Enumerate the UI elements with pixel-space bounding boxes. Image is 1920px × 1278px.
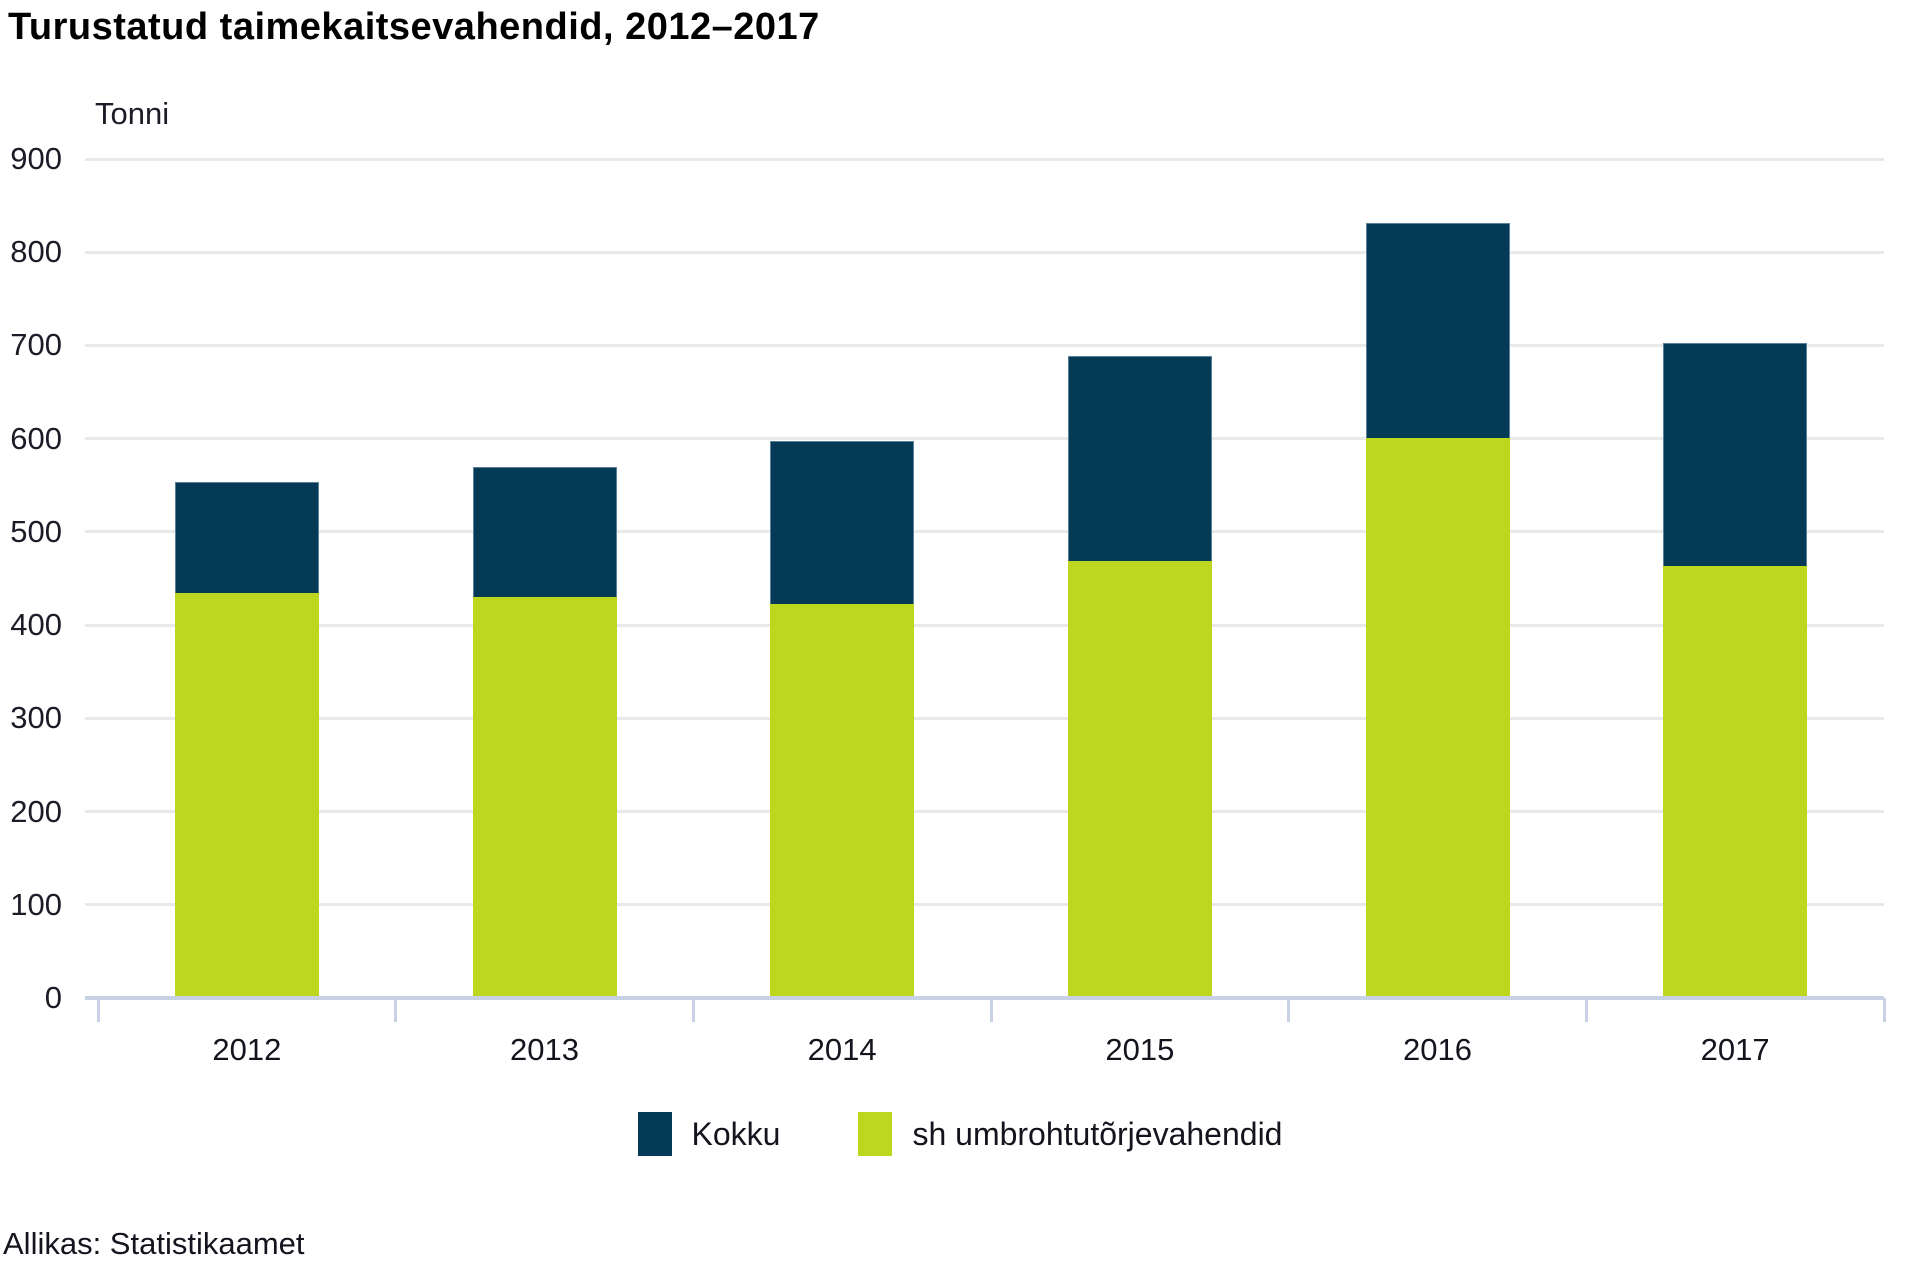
y-axis-label-900: 900 (10, 141, 62, 176)
legend-item-kokku: Kokku (637, 1112, 781, 1156)
y-axis-label-400: 400 (10, 607, 62, 643)
herbicides-swatch-icon (858, 1112, 893, 1156)
x-axis-tick (1287, 998, 1291, 1022)
x-axis-tick (394, 998, 398, 1022)
x-axis-label-2016: 2016 (1403, 1032, 1472, 1067)
y-axis-label-500: 500 (10, 513, 62, 549)
x-axis-tick (691, 998, 695, 1022)
bar-herbicides-2016 (1365, 437, 1510, 998)
plot-area: 0 100 200 300 400 500 600 700 800 900 2012 2013 2014… (10, 141, 1886, 1067)
x-axis-tick (1584, 998, 1588, 1022)
y-axis-label-0: 0 (44, 980, 62, 1015)
x-axis-label-2013: 2013 (510, 1032, 579, 1067)
bar-herbicides-2015 (1067, 560, 1212, 998)
y-axis-label-100: 100 (10, 886, 62, 922)
gridline-600 (85, 437, 1884, 441)
y-axis-label-800: 800 (10, 234, 62, 270)
x-axis-tick (96, 998, 100, 1022)
y-axis-label-200: 200 (10, 793, 62, 829)
kokku-swatch-icon (637, 1112, 672, 1156)
gridline-500 (85, 530, 1884, 534)
x-axis-tick (1882, 998, 1886, 1022)
bar-herbicides-2013 (472, 597, 617, 998)
gridline-200 (85, 810, 1884, 814)
bar-herbicides-2012 (174, 593, 319, 998)
x-axis-label-2012: 2012 (212, 1032, 282, 1067)
x-axis-tick (989, 998, 993, 1022)
chart-legend: Kokku sh umbrohtutõrjevahendid (0, 1112, 1920, 1156)
gridline-100 (85, 903, 1884, 907)
y-axis-label-300: 300 (10, 700, 62, 736)
x-axis-label-2015: 2015 (1105, 1032, 1175, 1067)
x-axis-label-2014: 2014 (807, 1032, 877, 1067)
gridline-800 (85, 250, 1884, 254)
y-axis-label-700: 700 (10, 327, 62, 363)
legend-label-kokku: Kokku (691, 1115, 781, 1152)
bar-herbicides-2014 (770, 603, 915, 998)
x-axis-label-2017: 2017 (1700, 1032, 1770, 1067)
gridline-300 (85, 716, 1884, 720)
source-note: Allikas: Statistikaamet (3, 1226, 305, 1261)
x-axis-line (85, 996, 1884, 1000)
gridline-700 (85, 343, 1884, 347)
y-axis-label-600: 600 (10, 420, 62, 456)
y-axis-unit-label: Tonni (95, 96, 170, 131)
gridline-900 (85, 157, 1884, 161)
chart-title: Turustatud taimekaitsevahendid, 2012–201… (8, 6, 820, 48)
legend-label-herbicides: sh umbrohtutõrjevahendid (912, 1115, 1283, 1152)
bar-herbicides-2017 (1663, 566, 1808, 998)
gridline-400 (85, 623, 1884, 627)
legend-item-herbicides: sh umbrohtutõrjevahendid (858, 1112, 1282, 1156)
